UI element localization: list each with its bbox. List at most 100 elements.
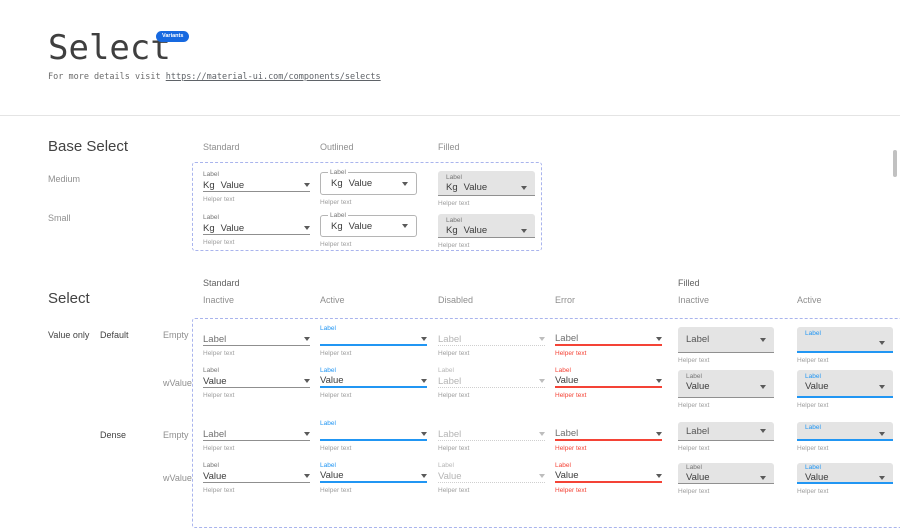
state-filled-inactive: Inactive xyxy=(678,295,709,305)
select-value: Value xyxy=(203,376,227,387)
select-value: Value xyxy=(555,375,579,386)
float-label: Label xyxy=(438,461,545,470)
base-standard-small-select[interactable]: Label KgValue Helper text xyxy=(203,213,310,247)
select-dense-empty-active[interactable]: Label Helper text xyxy=(320,419,427,453)
dropdown-arrow-icon xyxy=(402,224,408,228)
page-title: Select xyxy=(48,28,171,68)
state-active: Active xyxy=(320,295,345,305)
dropdown-arrow-icon xyxy=(760,429,766,433)
select-wvalue-disabled: Label Label Helper text xyxy=(438,366,545,400)
select-placeholder: Label xyxy=(438,334,461,345)
select-placeholder: Label xyxy=(203,429,226,440)
helper-text: Helper text xyxy=(203,445,310,453)
select-value: KgValue xyxy=(331,178,372,189)
header-divider xyxy=(0,115,900,116)
float-label: Label xyxy=(438,171,535,182)
base-filled-medium-select[interactable]: Label KgValue Helper text xyxy=(438,171,535,208)
select-dense-wvalue-active[interactable]: Label Value Helper text xyxy=(320,461,427,495)
helper-text: Helper text xyxy=(797,402,893,410)
dropdown-arrow-icon xyxy=(304,432,310,436)
select-value: KgValue xyxy=(446,225,487,236)
float-label: Label xyxy=(555,461,662,470)
base-filled-small-select[interactable]: Label KgValue Helper text xyxy=(438,214,535,250)
helper-text: Helper text xyxy=(678,445,774,453)
select-filled-empty-inactive[interactable]: Label Helper text xyxy=(678,327,774,365)
select-wvalue-active[interactable]: Label Value Helper text xyxy=(320,366,427,400)
select-value: Value xyxy=(686,472,710,483)
select-filled-dense-empty-active[interactable]: Label Helper text xyxy=(797,422,893,453)
scrollbar-thumb[interactable] xyxy=(893,150,897,177)
dropdown-arrow-icon xyxy=(656,379,662,383)
base-col-filled: Filled xyxy=(438,142,460,152)
select-filled-wvalue-active[interactable]: Label Value Helper text xyxy=(797,370,893,410)
select-filled-dense-wvalue-active[interactable]: Label Value Helper text xyxy=(797,463,893,496)
select-placeholder: Label xyxy=(686,426,709,437)
float-label: Label xyxy=(320,366,427,375)
float-label: Label xyxy=(328,169,348,177)
select-wvalue-inactive[interactable]: Label Value Helper text xyxy=(203,366,310,400)
base-col-outlined: Outlined xyxy=(320,142,354,152)
select-dense-wvalue-error[interactable]: Label Value Helper text xyxy=(555,461,662,495)
select-filled-empty-active[interactable]: Label Helper text xyxy=(797,327,893,365)
helper-text: Helper text xyxy=(320,392,427,400)
helper-text: Helper text xyxy=(678,488,774,496)
select-dense-empty-error[interactable]: Label Helper text xyxy=(555,419,662,453)
select-value: Value xyxy=(805,472,829,483)
dropdown-arrow-icon xyxy=(421,474,427,478)
helper-text: Helper text xyxy=(320,199,417,207)
select-placeholder: Label xyxy=(555,333,578,344)
details-link[interactable]: https://material-ui.com/components/selec… xyxy=(166,72,381,82)
float-label: Label xyxy=(203,170,310,179)
base-row-medium: Medium xyxy=(48,174,80,184)
float-label: Label xyxy=(203,366,310,375)
select-dense-wvalue-inactive[interactable]: Label Value Helper text xyxy=(203,461,310,495)
dropdown-arrow-icon xyxy=(656,337,662,341)
select-value: Label xyxy=(438,376,461,387)
select-value: Value xyxy=(203,471,227,482)
row-empty: Empty xyxy=(163,330,189,340)
dropdown-arrow-icon xyxy=(879,385,885,389)
float-label: Label xyxy=(203,461,310,470)
float-label: Label xyxy=(328,212,348,220)
float-label: Label xyxy=(438,366,545,375)
float-label: Label xyxy=(555,366,662,375)
select-value: Value xyxy=(555,470,579,481)
dropdown-arrow-icon xyxy=(879,341,885,345)
float-label: Label xyxy=(320,324,427,333)
helper-text: Helper text xyxy=(797,445,893,453)
select-dense-empty-inactive[interactable]: Label Helper text xyxy=(203,419,310,453)
select-value: Value xyxy=(686,381,710,392)
helper-text: Helper text xyxy=(678,357,774,365)
select-dense-wvalue-disabled: Label Value Helper text xyxy=(438,461,545,495)
select-wvalue-error[interactable]: Label Value Helper text xyxy=(555,366,662,400)
group-filled: Filled xyxy=(678,278,700,288)
helper-text: Helper text xyxy=(320,445,427,453)
select-value: KgValue xyxy=(331,221,372,232)
base-select-heading: Base Select xyxy=(48,138,128,155)
dropdown-arrow-icon xyxy=(304,337,310,341)
helper-text: Helper text xyxy=(555,392,662,400)
dropdown-arrow-icon xyxy=(421,379,427,383)
dropdown-arrow-icon xyxy=(521,229,527,233)
select-filled-dense-empty-inactive[interactable]: Label Helper text xyxy=(678,422,774,453)
select-filled-dense-wvalue-inactive[interactable]: Label Value Helper text xyxy=(678,463,774,496)
base-standard-medium-select[interactable]: Label KgValue Helper text xyxy=(203,170,310,204)
select-empty-error[interactable]: Label Helper text xyxy=(555,324,662,358)
float-label: Label xyxy=(797,327,893,338)
float-label: Label xyxy=(797,463,893,472)
select-empty-inactive[interactable]: Label Helper text xyxy=(203,324,310,358)
select-empty-active[interactable]: Label Helper text xyxy=(320,324,427,358)
helper-text: Helper text xyxy=(555,445,662,453)
base-outlined-medium-select[interactable]: Label KgValue Helper text xyxy=(320,172,417,207)
helper-text: Helper text xyxy=(438,392,545,400)
dropdown-arrow-icon xyxy=(539,379,545,383)
select-value: Value xyxy=(320,470,344,481)
base-outlined-small-select[interactable]: Label KgValue Helper text xyxy=(320,215,417,249)
rowgroup-value-only: Value only xyxy=(48,330,89,340)
select-filled-wvalue-inactive[interactable]: Label Value Helper text xyxy=(678,370,774,410)
dropdown-arrow-icon xyxy=(521,186,527,190)
select-placeholder: Label xyxy=(438,429,461,440)
state-inactive: Inactive xyxy=(203,295,234,305)
select-placeholder: Label xyxy=(203,334,226,345)
variants-badge: Variants xyxy=(156,31,189,42)
